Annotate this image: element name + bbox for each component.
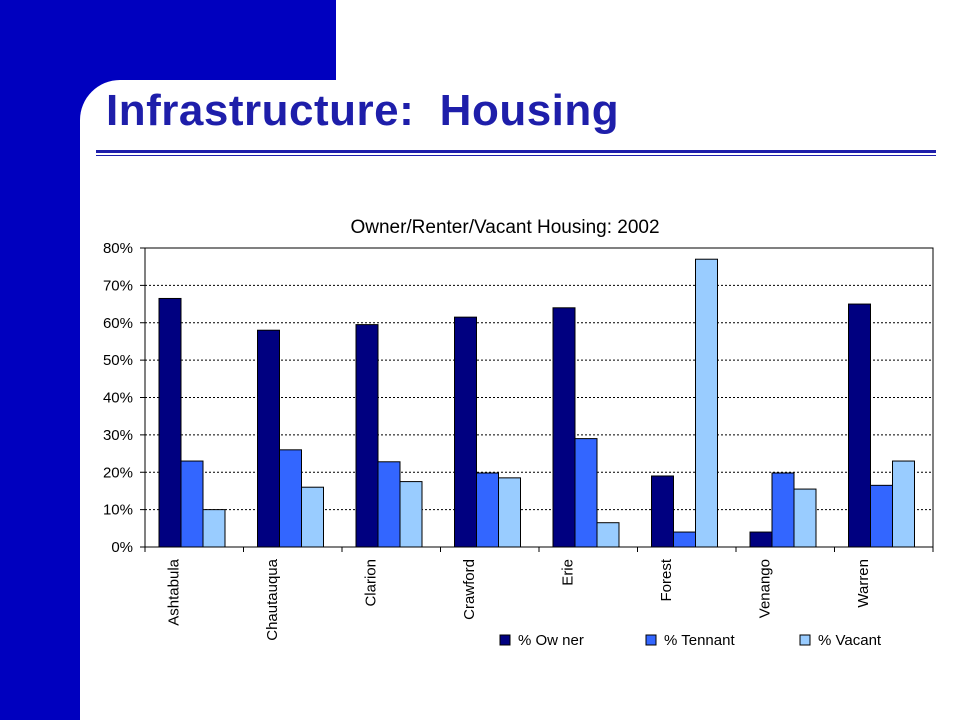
bar: [180, 460, 204, 548]
bar: [476, 472, 499, 548]
y-tick-label: 0%: [111, 539, 133, 556]
legend-swatch: [645, 634, 657, 646]
y-tick-label: 40%: [103, 390, 133, 407]
title-underline: [96, 150, 936, 153]
bar: [257, 329, 280, 548]
y-tick-label: 70%: [103, 277, 133, 294]
bar: [848, 303, 871, 548]
bar: [596, 522, 620, 548]
bar: [552, 307, 576, 548]
chart-title: Owner/Renter/Vacant Housing: 2002: [350, 217, 659, 238]
bar: [377, 461, 401, 548]
x-category-label: Crawford: [461, 559, 478, 620]
bar: [454, 316, 477, 548]
legend-swatch: [799, 634, 811, 646]
bar: [355, 324, 379, 548]
bar: [695, 258, 718, 548]
bar: [651, 475, 674, 548]
bar: [749, 531, 773, 548]
x-category-label: Warren: [855, 559, 872, 608]
housing-bar-chart: Owner/Renter/Vacant Housing: 2002 0% 10% 2…: [103, 217, 934, 649]
chart-axes: [140, 247, 934, 552]
bar: [202, 509, 226, 548]
y-axis-tick-labels: 0% 10% 20% 30% 40% 50% 60% 70% 80%: [103, 240, 133, 556]
slide-title: Infrastructure: Housing: [106, 86, 620, 135]
top-accent-bar: [0, 0, 336, 80]
bar: [892, 460, 915, 548]
corner-curve: [80, 80, 160, 160]
legend-label: % Vacant: [818, 632, 882, 649]
y-tick-label: 10%: [103, 502, 133, 519]
legend-label: % Ow ner: [518, 632, 584, 649]
x-category-label: Erie: [559, 559, 576, 586]
bar: [498, 477, 521, 548]
chart-bars: [158, 258, 915, 548]
bar: [870, 484, 893, 548]
y-tick-label: 60%: [103, 315, 133, 332]
bar: [279, 449, 302, 548]
left-accent-bar: [0, 0, 80, 720]
y-tick-label: 30%: [103, 427, 133, 444]
x-axis-category-labels: Ashtabula Chautauqua Clarion Crawford Erie Fo…: [165, 558, 872, 641]
bar: [574, 438, 598, 548]
bar: [771, 472, 795, 548]
chart-legend: % Ow ner % Tennant % Vacant: [499, 632, 882, 649]
bar: [158, 297, 182, 548]
x-category-label: Chautauqua: [264, 558, 281, 640]
title-underline-thin: [96, 155, 936, 156]
legend-label: % Tennant: [664, 632, 735, 649]
x-category-label: Clarion: [362, 559, 379, 607]
bar: [399, 481, 423, 548]
y-tick-label: 80%: [103, 240, 133, 257]
bar: [673, 531, 696, 548]
x-category-label: Ashtabula: [165, 558, 182, 625]
y-tick-label: 50%: [103, 352, 133, 369]
legend-swatch: [499, 634, 511, 646]
bar: [793, 488, 817, 548]
x-category-label: Venango: [756, 559, 773, 618]
y-tick-label: 20%: [103, 464, 133, 481]
bar: [301, 486, 324, 548]
x-category-label: Forest: [658, 558, 675, 601]
